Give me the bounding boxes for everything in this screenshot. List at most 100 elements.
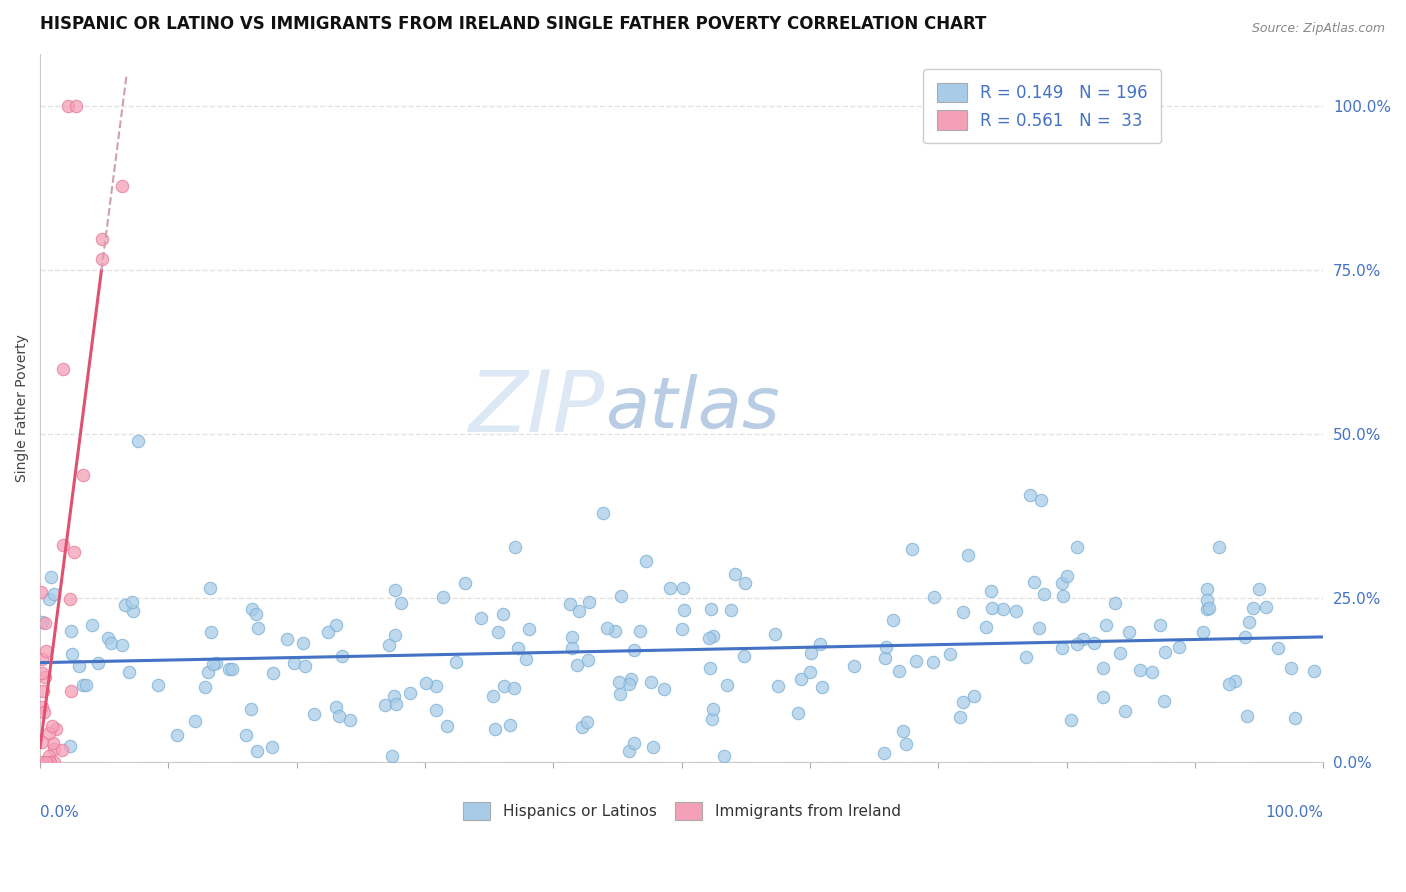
Legend: Hispanics or Latinos, Immigrants from Ireland: Hispanics or Latinos, Immigrants from Ir… bbox=[457, 796, 907, 826]
Point bbox=[702, 702, 724, 716]
Point bbox=[766, 679, 789, 693]
Point bbox=[148, 678, 170, 692]
Point bbox=[31, 615, 53, 629]
Point bbox=[789, 672, 811, 686]
Point bbox=[939, 647, 962, 661]
Point bbox=[381, 748, 404, 763]
Point bbox=[561, 630, 583, 644]
Point bbox=[610, 589, 633, 603]
Point bbox=[713, 748, 735, 763]
Point bbox=[260, 739, 283, 754]
Point bbox=[1095, 618, 1118, 632]
Point bbox=[872, 746, 894, 760]
Point bbox=[658, 581, 681, 595]
Point bbox=[415, 676, 437, 690]
Point bbox=[875, 651, 897, 665]
Point bbox=[1066, 540, 1088, 554]
Point bbox=[1198, 601, 1220, 615]
Point bbox=[957, 549, 980, 563]
Point bbox=[1029, 493, 1052, 508]
Point bbox=[503, 681, 526, 695]
Point bbox=[246, 621, 269, 635]
Point bbox=[1091, 690, 1114, 704]
Point bbox=[446, 655, 468, 669]
Point bbox=[245, 607, 267, 621]
Point bbox=[1192, 624, 1215, 639]
Point bbox=[72, 467, 94, 482]
Point bbox=[52, 362, 75, 376]
Point bbox=[607, 675, 630, 690]
Point bbox=[1083, 636, 1105, 650]
Point bbox=[800, 646, 823, 660]
Point bbox=[494, 679, 516, 693]
Point bbox=[59, 624, 82, 638]
Point bbox=[623, 736, 645, 750]
Point bbox=[517, 622, 540, 636]
Point bbox=[1056, 569, 1078, 583]
Point bbox=[31, 756, 53, 770]
Point bbox=[875, 640, 897, 654]
Point bbox=[1066, 637, 1088, 651]
Point bbox=[339, 713, 361, 727]
Point bbox=[65, 99, 87, 113]
Point bbox=[1052, 640, 1074, 655]
Point bbox=[1208, 540, 1230, 554]
Point bbox=[35, 644, 58, 658]
Point bbox=[1071, 632, 1094, 646]
Point bbox=[291, 636, 314, 650]
Point bbox=[41, 719, 63, 733]
Point bbox=[166, 728, 188, 742]
Point bbox=[576, 715, 599, 730]
Y-axis label: Single Father Poverty: Single Father Poverty bbox=[15, 334, 30, 483]
Point bbox=[786, 706, 808, 720]
Point bbox=[991, 602, 1014, 616]
Point bbox=[1167, 640, 1189, 654]
Point bbox=[82, 618, 104, 632]
Point bbox=[922, 655, 945, 669]
Point bbox=[576, 653, 599, 667]
Point bbox=[91, 252, 114, 266]
Point bbox=[628, 624, 651, 639]
Point bbox=[1234, 631, 1257, 645]
Point bbox=[34, 669, 56, 683]
Point bbox=[218, 662, 240, 676]
Point bbox=[59, 684, 82, 698]
Point bbox=[470, 610, 492, 624]
Point bbox=[204, 656, 226, 670]
Point bbox=[86, 656, 108, 670]
Point bbox=[1052, 589, 1074, 603]
Point bbox=[32, 705, 55, 719]
Point bbox=[35, 756, 58, 770]
Point bbox=[384, 628, 406, 642]
Point bbox=[1279, 661, 1302, 675]
Point bbox=[1092, 661, 1115, 675]
Point bbox=[385, 697, 408, 711]
Point bbox=[623, 643, 645, 657]
Point bbox=[609, 687, 631, 701]
Point bbox=[702, 630, 724, 644]
Point bbox=[38, 748, 60, 763]
Point bbox=[799, 665, 821, 679]
Point bbox=[44, 742, 66, 756]
Point bbox=[201, 657, 224, 672]
Point bbox=[1249, 582, 1271, 596]
Point bbox=[620, 672, 643, 686]
Point bbox=[127, 434, 149, 448]
Point bbox=[1114, 704, 1136, 718]
Point bbox=[811, 680, 834, 694]
Point bbox=[1197, 602, 1219, 616]
Point bbox=[111, 178, 134, 193]
Point bbox=[484, 723, 506, 737]
Point bbox=[482, 690, 505, 704]
Point bbox=[558, 597, 581, 611]
Point bbox=[1256, 600, 1278, 615]
Point bbox=[38, 756, 60, 770]
Point bbox=[1154, 645, 1177, 659]
Point bbox=[454, 575, 477, 590]
Text: 0.0%: 0.0% bbox=[41, 805, 79, 820]
Point bbox=[486, 624, 509, 639]
Point bbox=[262, 665, 284, 680]
Point bbox=[1104, 596, 1126, 610]
Point bbox=[952, 695, 974, 709]
Point bbox=[1302, 664, 1324, 678]
